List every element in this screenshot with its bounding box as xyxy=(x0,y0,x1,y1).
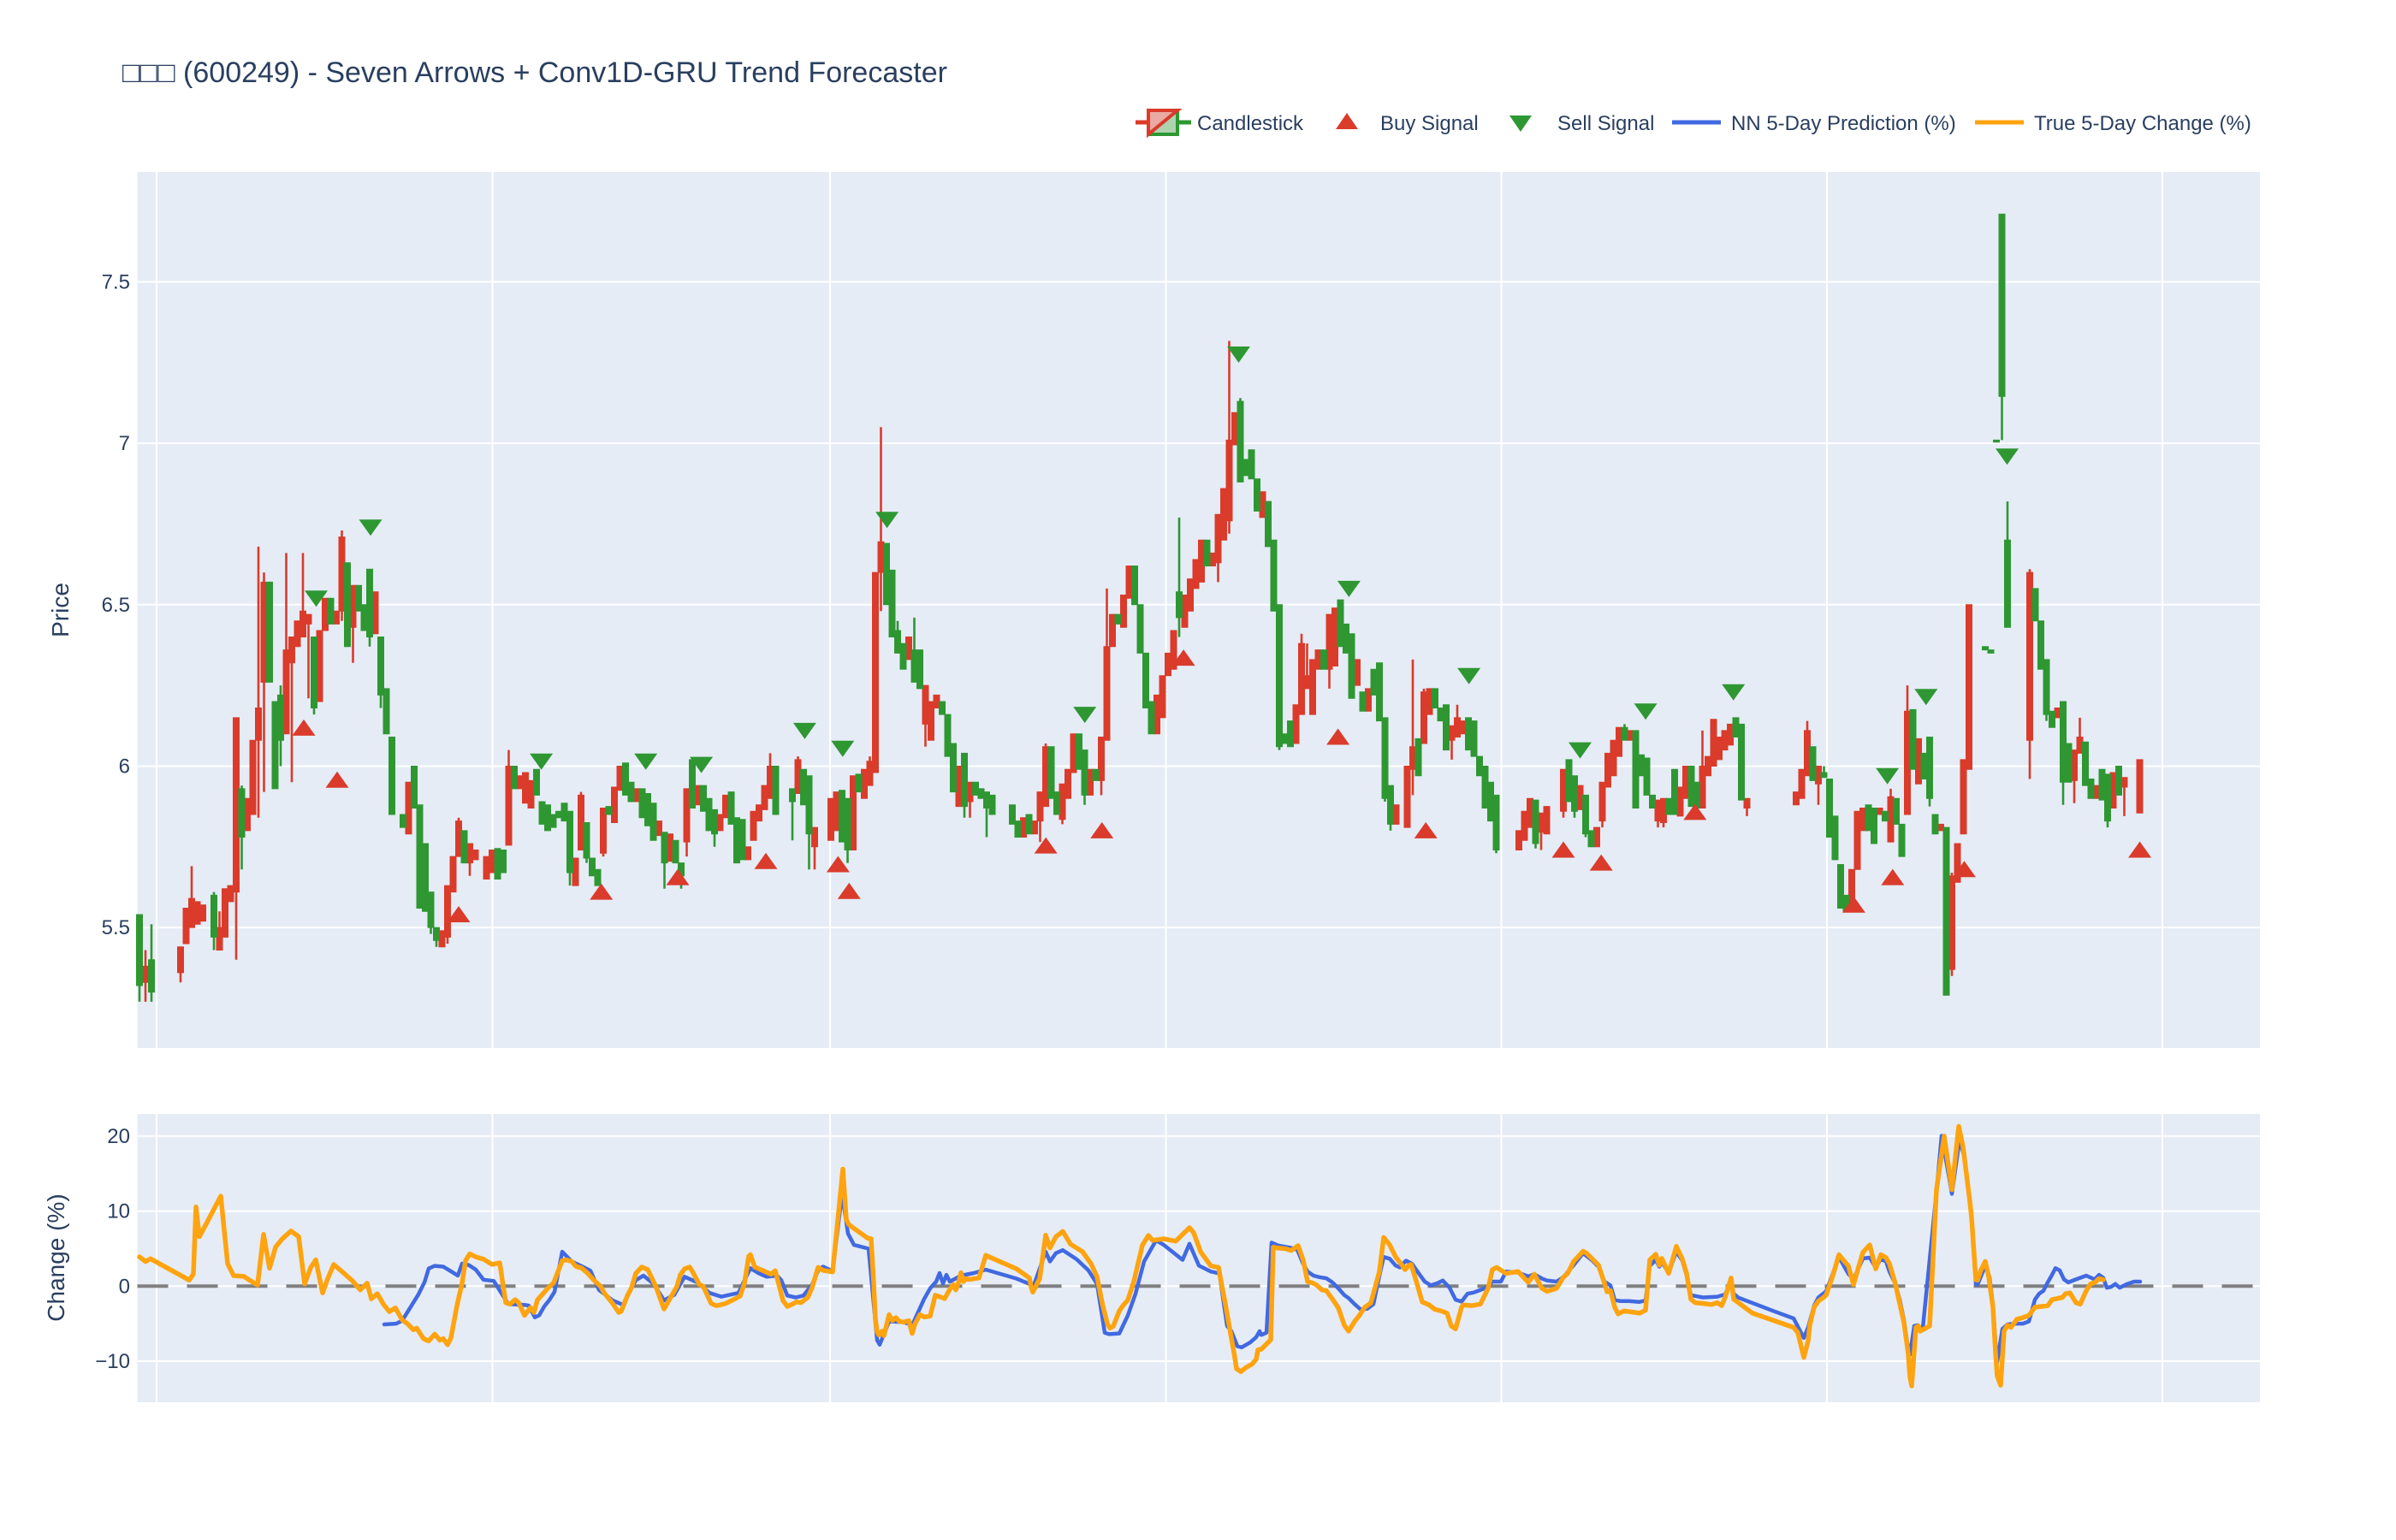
svg-text:20: 20 xyxy=(107,1125,130,1148)
svg-text:6.5: 6.5 xyxy=(102,594,130,617)
svg-text:True 5-Day Change (%): True 5-Day Change (%) xyxy=(2034,112,2251,135)
svg-text:NN 5-Day Prediction (%): NN 5-Day Prediction (%) xyxy=(1731,112,1956,135)
svg-text:Price: Price xyxy=(47,583,74,637)
svg-text:−10: −10 xyxy=(95,1350,130,1373)
svg-text:Buy Signal: Buy Signal xyxy=(1380,112,1479,135)
svg-text:Sell Signal: Sell Signal xyxy=(1557,112,1654,135)
svg-text:0: 0 xyxy=(119,1275,130,1298)
svg-text:7.5: 7.5 xyxy=(102,271,130,294)
svg-text:6: 6 xyxy=(119,755,130,779)
svg-text:Change (%): Change (%) xyxy=(43,1194,69,1321)
svg-text:5.5: 5.5 xyxy=(102,916,130,939)
svg-text:10: 10 xyxy=(107,1200,130,1223)
svg-text:7: 7 xyxy=(119,432,130,455)
svg-text:□□□ (600249) - Seven Arrows +: □□□ (600249) - Seven Arrows + Conv1D-GRU… xyxy=(122,56,947,89)
svg-text:Candlestick: Candlestick xyxy=(1197,112,1304,135)
